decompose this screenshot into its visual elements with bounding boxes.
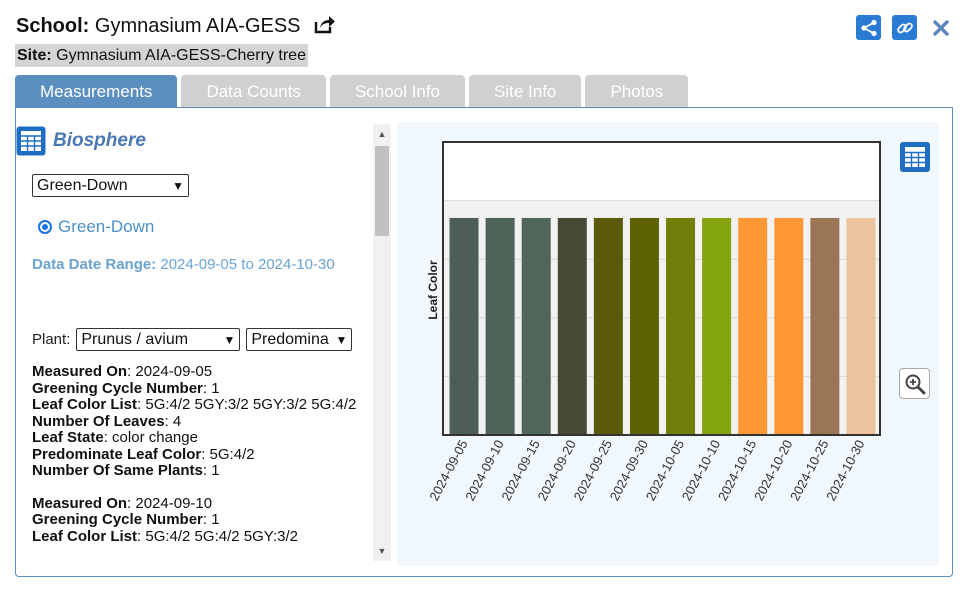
record-field-label: Leaf Color List	[32, 527, 138, 545]
record-field-value: 2024-09-10	[135, 494, 213, 512]
protocol-radio[interactable]: Green-Down	[38, 217, 154, 237]
date-range-value: 2024-09-05 to 2024-10-30	[160, 256, 335, 273]
measurements-list[interactable]: Biosphere Green-Down ▼ Green-Down Data D…	[16, 122, 373, 564]
leaf-color-chart: 2024-09-052024-09-102024-09-152024-09-20…	[426, 141, 881, 503]
record-field: Greening Cycle Number: 1	[32, 379, 220, 397]
scroll-down-arrow-icon[interactable]: ▼	[377, 546, 387, 556]
bar	[810, 217, 840, 435]
chart-table-button[interactable]	[900, 142, 930, 172]
tab-photos[interactable]: Photos	[585, 75, 689, 108]
record-field-value: 2024-09-05	[135, 363, 213, 380]
close-button[interactable]	[928, 15, 953, 40]
chevron-down-icon: ▼	[223, 332, 236, 347]
zoom-button[interactable]	[899, 368, 930, 399]
record-field-value: 5G:4/2 5G:4/2 5GY:3/2	[145, 527, 298, 545]
record-field-value: 4	[172, 412, 182, 430]
link-button[interactable]	[892, 15, 917, 40]
record-field-label: Predominate Leaf Color	[32, 445, 202, 463]
close-icon	[932, 19, 949, 36]
record-field-label: Greening Cycle Number	[32, 511, 203, 528]
record-field: Measured On: 2024-09-10	[32, 494, 213, 512]
protocol-select[interactable]: Green-Down ▼	[32, 174, 189, 197]
tab-school-info[interactable]: School Info	[329, 75, 465, 108]
record-field-value: 1	[211, 462, 220, 479]
share-button[interactable]	[856, 15, 881, 40]
bar	[846, 217, 876, 435]
plant-label: Plant:	[32, 331, 71, 348]
bar	[702, 217, 732, 435]
scrollbar-thumb[interactable]	[375, 146, 389, 236]
biosphere-title: Biosphere	[53, 130, 146, 151]
record-field: Number Of Leaves: 4	[32, 412, 182, 430]
school-name: Gymnasium AIA-GESS	[94, 15, 301, 37]
bar	[557, 217, 587, 435]
record-field-label: Leaf Color List	[32, 396, 138, 413]
bar	[738, 217, 768, 435]
bar	[485, 217, 515, 435]
tab-bar: Measurements Data Counts School Info Sit…	[15, 75, 689, 108]
top-actions	[856, 15, 953, 40]
plant-row: Plant: Prunus / avium ▼ Predomina ▼	[32, 328, 353, 351]
bar	[629, 217, 659, 435]
chevron-down-icon: ▼	[172, 178, 184, 193]
plot-frame	[442, 141, 881, 436]
plant-select-value: Prunus / avium	[81, 330, 189, 348]
tab-measurements[interactable]: Measurements	[15, 75, 178, 108]
record-field-value: color change	[112, 429, 198, 446]
zoom-in-icon	[905, 374, 925, 394]
record-field-value: 1	[211, 379, 220, 397]
biosphere-header: Biosphere	[16, 126, 373, 156]
record-field: Number Of Same Plants: 1	[32, 462, 220, 479]
protocol-radio-label: Green-Down	[58, 217, 155, 236]
measurement-record: Measured On: 2024-09-05 Greening Cycle Nu…	[32, 363, 357, 480]
record-field-value: 5G:4/2 5GY:3/2 5GY:3/2 5G:4/2	[145, 396, 357, 413]
leaf-color-select-value: Predomina	[251, 330, 329, 348]
bar	[774, 217, 804, 435]
record-field-label: Number Of Leaves	[32, 412, 165, 430]
list-scrollbar[interactable]: ▲ ▼	[373, 124, 391, 561]
plant-select[interactable]: Prunus / avium ▼	[76, 328, 241, 351]
school-title: School: Gymnasium AIA-GESS	[16, 14, 336, 40]
share-icon	[860, 19, 877, 36]
site-name: Gymnasium AIA-GESS-Cherry tree	[56, 47, 306, 64]
protocol-select-value: Green-Down	[37, 176, 128, 194]
record-field-value: 1	[211, 511, 220, 528]
scroll-up-arrow-icon[interactable]: ▲	[377, 129, 387, 139]
record-field: Leaf State: color change	[32, 429, 198, 446]
link-icon	[896, 22, 913, 33]
site-label: Site:	[17, 47, 52, 64]
leaf-color-select[interactable]: Predomina ▼	[246, 328, 353, 351]
record-field: Leaf Color List: 5G:4/2 5G:4/2 5GY:3/2	[32, 527, 298, 545]
y-axis-label: Leaf Color	[426, 260, 440, 320]
data-date-range: Data Date Range: 2024-09-05 to 2024-10-3…	[32, 252, 373, 278]
record-field: Predominate Leaf Color: 5G:4/2	[32, 445, 255, 463]
record-field-value: 5G:4/2	[209, 445, 255, 463]
record-field-label: Leaf State	[32, 429, 104, 446]
school-label: School:	[16, 15, 90, 37]
tab-site-info[interactable]: Site Info	[469, 75, 582, 108]
table-icon	[16, 126, 46, 156]
table-icon	[905, 147, 925, 167]
site-title: Site: Gymnasium AIA-GESS-Cherry tree	[15, 44, 308, 67]
record-field-label: Number Of Same Plants	[32, 462, 203, 479]
radio-selected-icon	[38, 220, 52, 234]
record-field: Measured On: 2024-09-05	[32, 363, 213, 380]
record-field-label: Measured On	[32, 363, 128, 380]
date-range-label: Data Date Range:	[32, 256, 157, 273]
bar	[521, 217, 551, 435]
measurement-records: Measured On: 2024-09-05 Greening Cycle Nu…	[32, 363, 357, 561]
chevron-down-icon: ▼	[335, 332, 348, 347]
record-field-label: Measured On	[32, 494, 128, 512]
external-share-icon[interactable]	[314, 14, 336, 40]
tab-data-counts[interactable]: Data Counts	[181, 75, 326, 108]
bar	[449, 217, 479, 435]
bar	[666, 217, 696, 435]
record-field-label: Greening Cycle Number	[32, 379, 203, 397]
bar	[593, 217, 623, 435]
record-field: Greening Cycle Number: 1	[32, 511, 220, 528]
measurement-record: Measured On: 2024-09-10 Greening Cycle Nu…	[32, 494, 356, 546]
record-field: Leaf Color List: 5G:4/2 5GY:3/2 5GY:3/2 …	[32, 396, 357, 413]
